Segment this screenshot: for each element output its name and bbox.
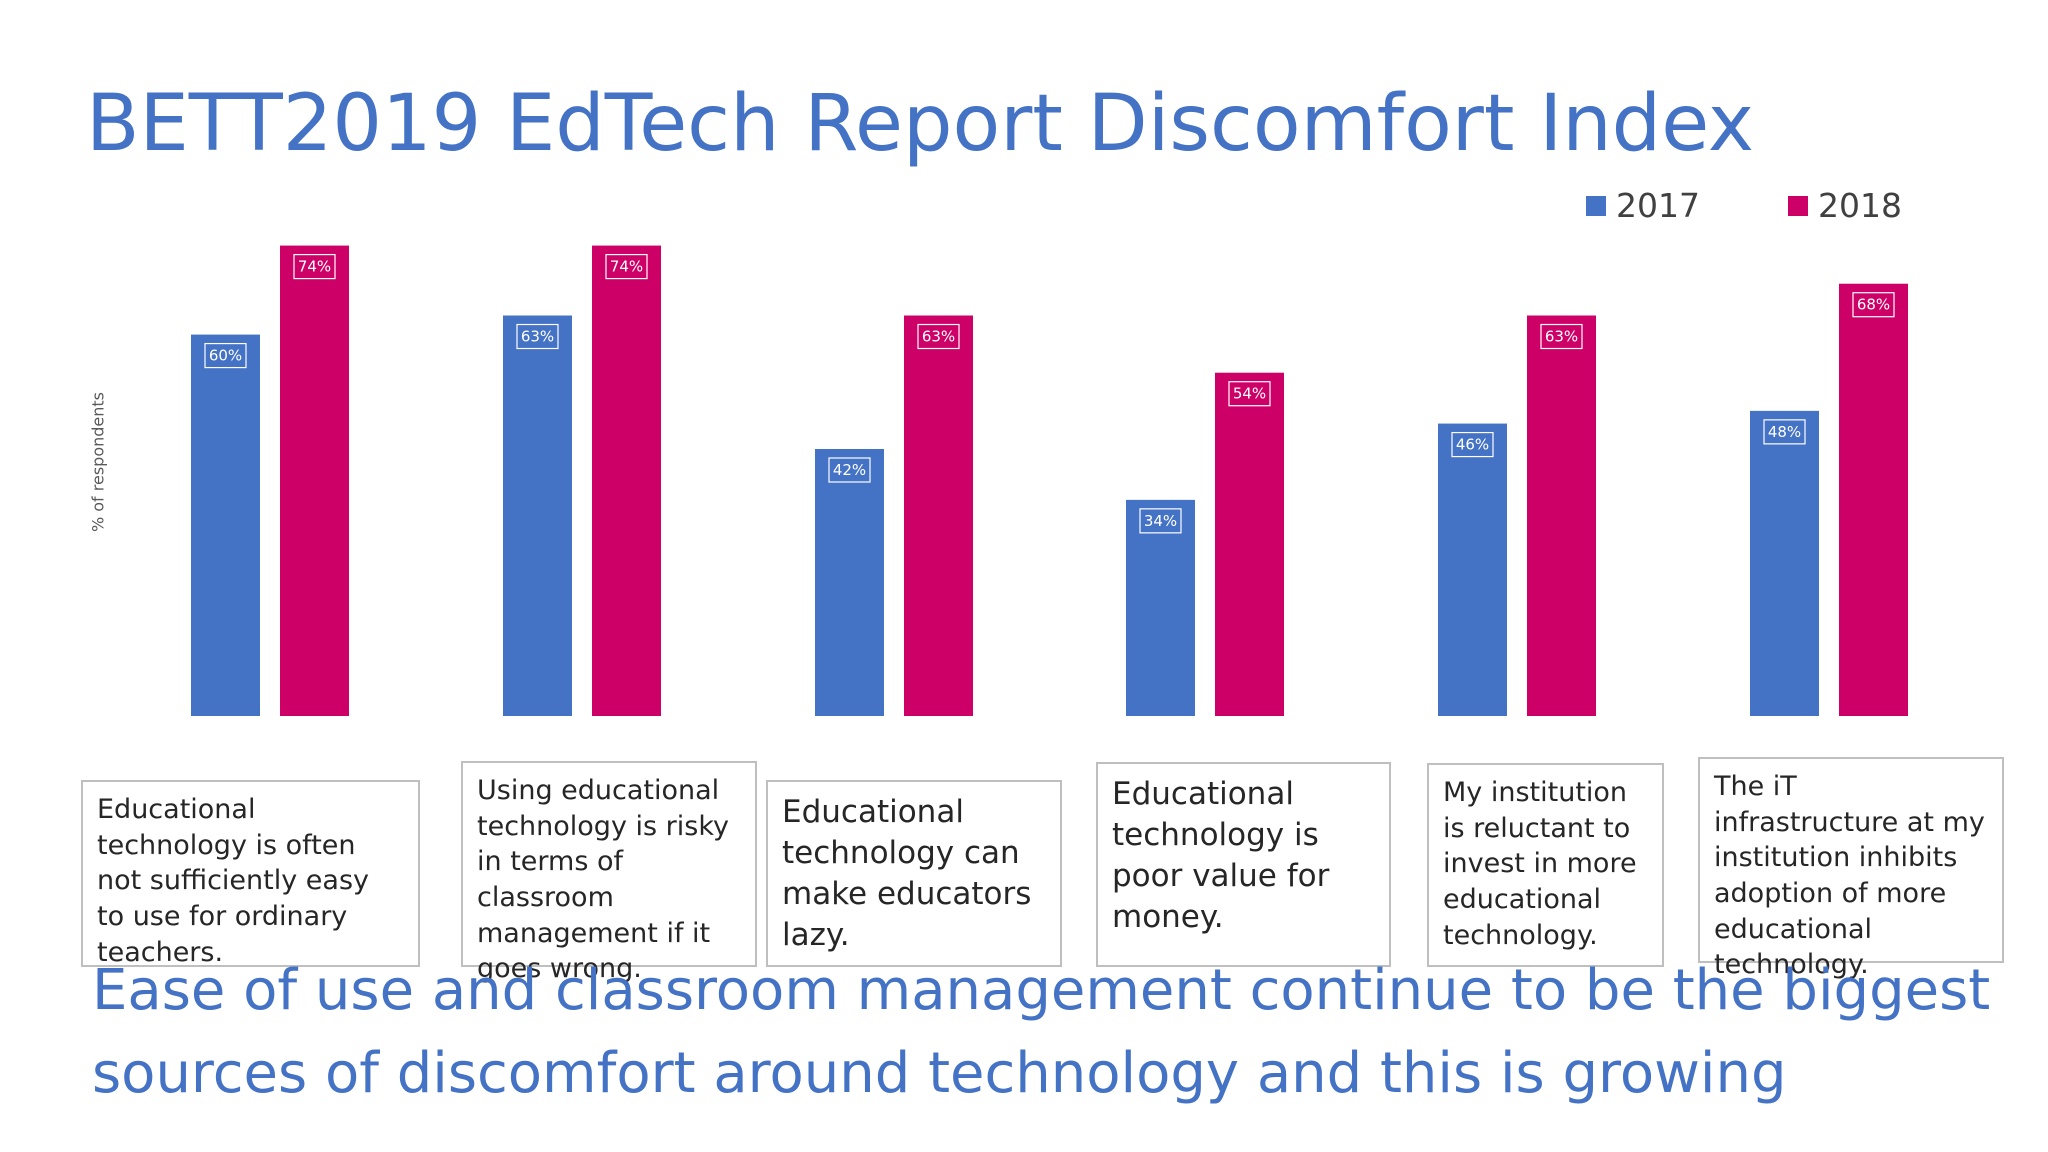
bar-2017-6 xyxy=(1750,410,1819,716)
legend-item-2018: 2018 xyxy=(1787,186,1902,225)
bar-2018-5 xyxy=(1527,315,1596,716)
bar-2018-2 xyxy=(592,245,661,716)
data-label-box-2018-3 xyxy=(917,323,960,350)
data-label-2017-2: 63% xyxy=(521,328,554,346)
data-label-2018-3: 63% xyxy=(922,328,955,346)
data-label-box-2018-4 xyxy=(1228,381,1271,407)
bar-2017-5 xyxy=(1438,423,1507,716)
bar-2017-4 xyxy=(1126,499,1195,716)
category-label-6: The iT infrastructure at my institution … xyxy=(1714,771,1985,981)
data-label-box-2018-5 xyxy=(1540,323,1583,350)
bar-2017-3 xyxy=(815,449,884,716)
data-label-box-2017-3 xyxy=(828,457,871,483)
data-label-box-2018-6 xyxy=(1852,292,1895,318)
data-label-box-2017-1 xyxy=(204,342,247,369)
data-label-2017-1: 60% xyxy=(209,347,242,365)
bar-2018-6 xyxy=(1839,283,1908,716)
category-callout-5: My institution is reluctant to invest in… xyxy=(1427,763,1664,967)
category-callout-1: Educational technology is often not suff… xyxy=(81,780,420,968)
data-label-2017-4: 34% xyxy=(1144,512,1177,530)
data-label-2018-6: 68% xyxy=(1857,296,1890,314)
data-label-box-2018-2 xyxy=(605,253,648,280)
data-label-2018-5: 63% xyxy=(1545,328,1578,346)
legend-swatch-2017 xyxy=(1586,195,1606,216)
bar-2018-3 xyxy=(904,315,973,716)
category-callout-2: Using educational technology is risky in… xyxy=(461,761,757,984)
data-label-2018-2: 74% xyxy=(610,258,643,276)
data-label-2018-1: 74% xyxy=(298,258,331,276)
chart-legend: 2017 2018 xyxy=(1586,186,1902,225)
category-label-3: Educational technology can make educator… xyxy=(782,794,1032,953)
data-label-2017-3: 42% xyxy=(833,461,866,479)
page-title: BETT2019 EdTech Report Discomfort Index xyxy=(86,79,1754,169)
data-label-2018-4: 54% xyxy=(1233,385,1266,403)
data-label-box-2017-4 xyxy=(1139,508,1182,534)
legend-swatch-2018 xyxy=(1787,195,1808,216)
category-label-4: Educational technology is poor value for… xyxy=(1112,776,1330,935)
category-callout-4: Educational technology is poor value for… xyxy=(1096,762,1391,967)
bar-2017-1 xyxy=(191,334,260,716)
data-label-box-2018-1 xyxy=(293,253,336,280)
data-label-2017-6: 48% xyxy=(1768,423,1801,441)
data-label-2017-5: 46% xyxy=(1456,436,1489,454)
category-label-2: Using educational technology is risky in… xyxy=(477,775,729,985)
bar-2018-1 xyxy=(280,245,349,716)
bar-2018-4 xyxy=(1215,372,1284,716)
data-label-box-2017-5 xyxy=(1451,431,1494,458)
category-label-5: My institution is reluctant to invest in… xyxy=(1443,777,1637,951)
category-label-1: Educational technology is often not suff… xyxy=(97,794,370,968)
data-label-box-2017-2 xyxy=(516,323,559,350)
data-label-box-2017-6 xyxy=(1763,419,1806,445)
bar-2017-2 xyxy=(503,315,572,716)
legend-label-2018: 2018 xyxy=(1817,186,1902,225)
category-callout-3: Educational technology can make educator… xyxy=(766,780,1062,967)
legend-label-2017: 2017 xyxy=(1616,186,1700,225)
category-callout-6: The iT infrastructure at my institution … xyxy=(1698,757,2004,980)
conclusion-text: Ease of use and classroom management con… xyxy=(92,958,1991,1106)
legend-item-2017: 2017 xyxy=(1586,186,1700,225)
